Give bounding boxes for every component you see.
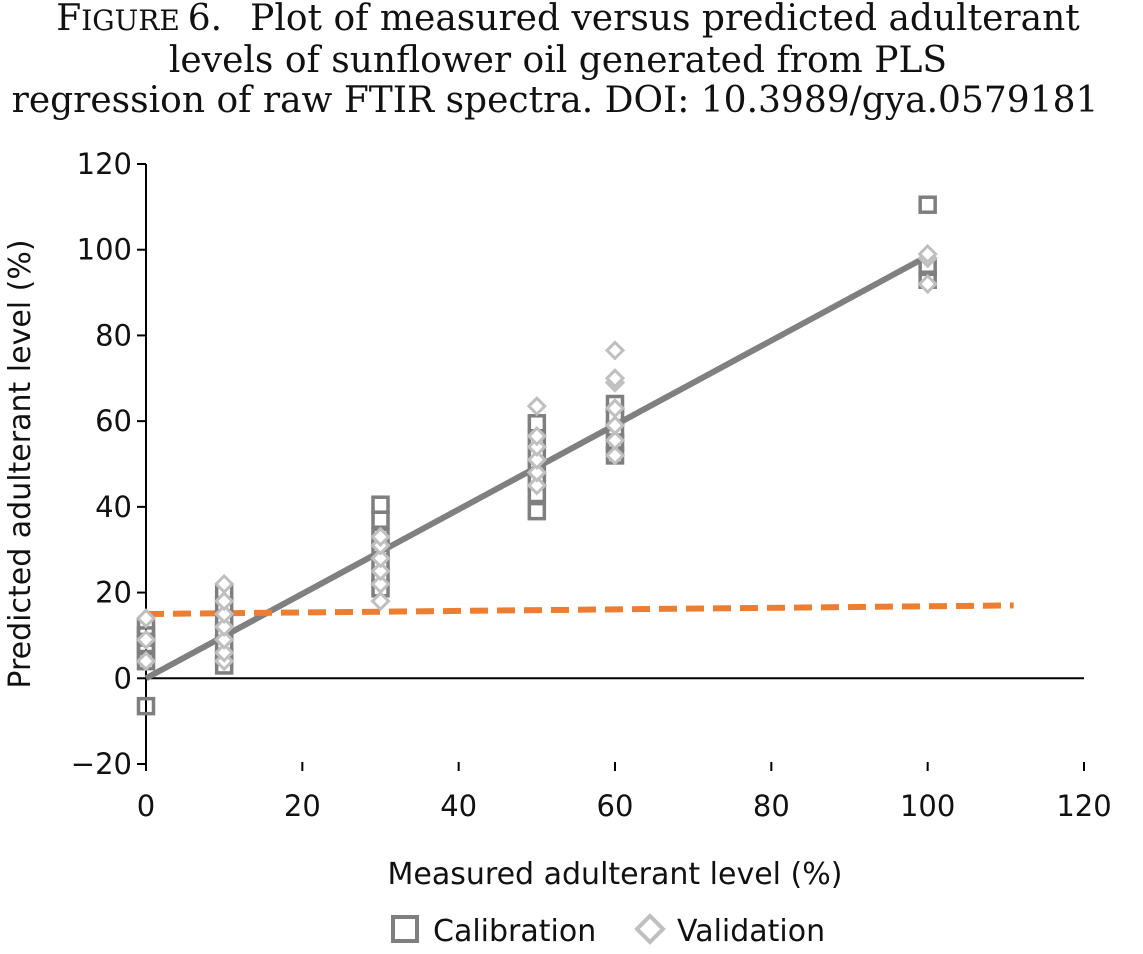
x-tick-label: 100 [900, 789, 955, 823]
validation-point [214, 629, 235, 650]
validation-point [917, 273, 938, 295]
y-tick-label: 40 [95, 490, 132, 524]
validation-point [135, 651, 157, 672]
validation-point [214, 603, 235, 625]
caption-line-2: levels of sunflower oil generated from P… [169, 40, 947, 81]
validation-point [604, 398, 626, 419]
validation-point [370, 526, 391, 547]
validation-point [604, 445, 626, 466]
validation-point [214, 642, 235, 663]
caption-line-1: FIGURE 6. Plot of measured versus predicte… [56, 0, 1080, 39]
caption-line-3: regression of raw FTIR spectra. DOI: 10.… [12, 80, 1099, 121]
legend-calibration-marker [391, 915, 419, 943]
calibration-point [527, 501, 547, 521]
validation-point [526, 426, 547, 447]
legend: Calibration Validation [391, 913, 825, 949]
calibration-point [918, 195, 937, 214]
validation-point [214, 573, 235, 595]
caption-figure-number: 6. [188, 0, 222, 39]
validation-point [135, 629, 157, 650]
validation-point [917, 243, 938, 265]
x-tick-label: 40 [440, 789, 477, 823]
validation-point [370, 561, 391, 582]
calibration-point [136, 696, 156, 716]
y-tick-label: 0 [114, 661, 132, 695]
caption-figure-word: IGURE [81, 4, 180, 37]
validation-point [214, 616, 235, 637]
validation-point [604, 340, 626, 361]
caption-line-1-text: Plot of measured versus predicted adulte… [250, 0, 1080, 39]
y-axis-title: Predicted adulterant level (%) [3, 239, 38, 688]
validation-point [214, 591, 235, 612]
validation-point [526, 449, 547, 470]
x-tick-label: 120 [1056, 789, 1111, 823]
validation-point [370, 573, 391, 595]
dashed-trend-line [145, 602, 1014, 617]
x-tick-label: 20 [284, 789, 321, 823]
validation-point [135, 608, 157, 629]
legend-validation-marker [634, 913, 666, 945]
x-tick-label: 80 [753, 789, 790, 823]
validation-point [604, 368, 626, 389]
calibration-point [371, 495, 390, 514]
validation-point [526, 396, 547, 417]
x-axis-title: Measured adulterant level (%) [388, 857, 843, 892]
legend-validation-label: Validation [677, 914, 825, 949]
calibration-point [371, 510, 390, 529]
x-tick-label: 60 [597, 789, 634, 823]
y-tick-label: 80 [95, 318, 132, 352]
y-tick-label: 120 [77, 147, 132, 181]
axes [137, 163, 1085, 771]
y-tick-label: 20 [95, 576, 132, 610]
y-tick-label: 60 [95, 404, 132, 438]
validation-point [526, 462, 547, 483]
validation-point [370, 548, 391, 569]
figure-caption: FIGURE 6. Plot of measured versus predicte… [12, 0, 1099, 121]
y-tick-label: 100 [77, 233, 132, 267]
caption-figure-f: F [56, 0, 81, 39]
data-markers [135, 195, 938, 716]
validation-point [370, 591, 391, 612]
validation-point [526, 475, 547, 496]
validation-point [604, 430, 626, 451]
legend-calibration-label: Calibration [433, 914, 596, 949]
x-tick-label: 0 [137, 789, 155, 823]
validation-point [604, 415, 626, 436]
trend-lines [144, 253, 1014, 681]
validation-point [526, 436, 547, 457]
y-tick-label: −20 [71, 747, 132, 781]
